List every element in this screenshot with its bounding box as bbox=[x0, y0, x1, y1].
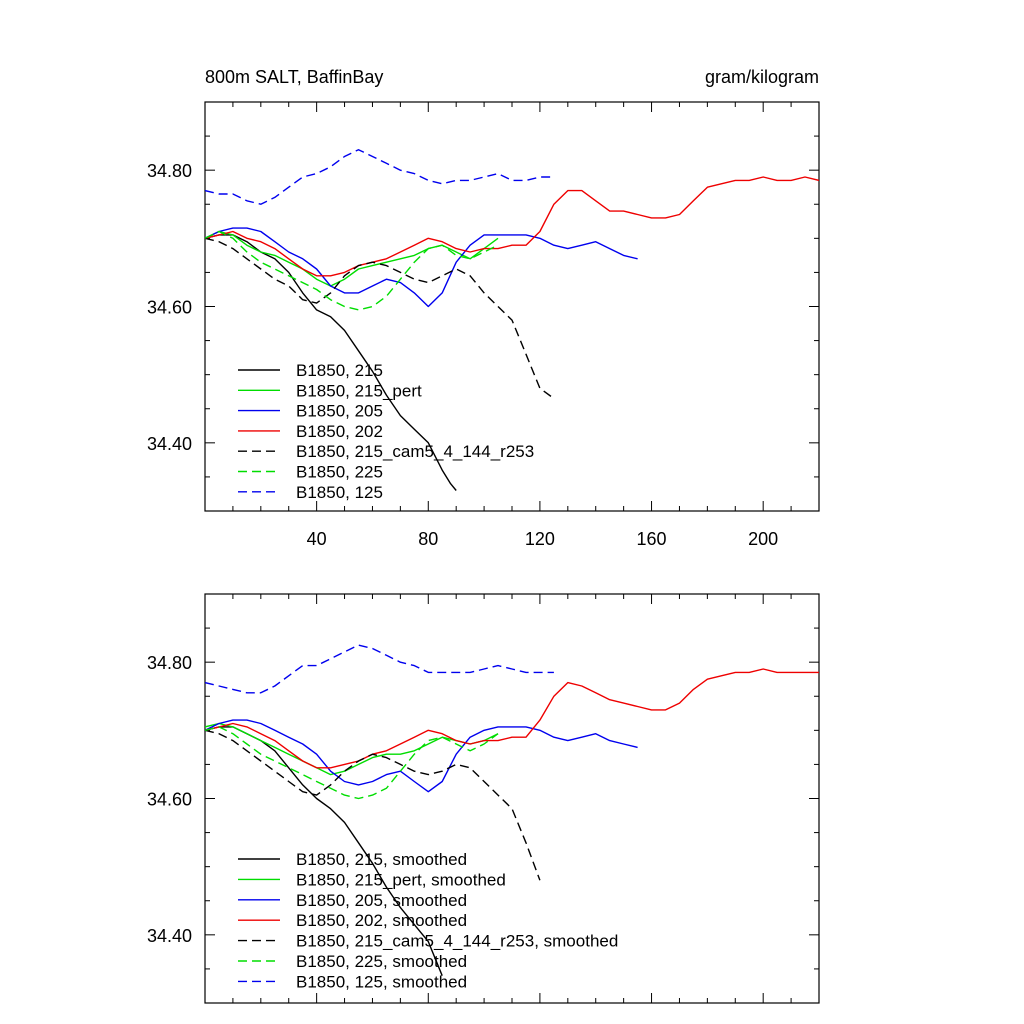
x-tick-label: 200 bbox=[748, 529, 778, 549]
series-line-0 bbox=[205, 234, 457, 491]
series-line-3 bbox=[205, 176, 819, 277]
y-tick-label: 34.80 bbox=[147, 653, 192, 673]
series-group bbox=[205, 644, 819, 976]
legend-label: B1850, 215_pert bbox=[296, 381, 422, 400]
y-tick-label: 34.40 bbox=[147, 434, 192, 454]
y-tick-label: 34.60 bbox=[147, 298, 192, 318]
series-group bbox=[205, 148, 819, 491]
x-tick-label: 80 bbox=[418, 529, 438, 549]
y-tick-label: 34.40 bbox=[147, 926, 192, 946]
legend-label: B1850, 225, smoothed bbox=[296, 952, 467, 971]
legend-label: B1850, 225 bbox=[296, 463, 383, 482]
legend-label: B1850, 202 bbox=[296, 422, 383, 441]
x-tick-label: 120 bbox=[525, 529, 555, 549]
legend-label: B1850, 215_pert, smoothed bbox=[296, 870, 506, 889]
x-tick-label: 160 bbox=[637, 529, 667, 549]
y-tick-label: 34.80 bbox=[147, 161, 192, 181]
legend-label: B1850, 205 bbox=[296, 402, 383, 421]
series-line-5 bbox=[205, 230, 499, 311]
y-tick-label: 34.60 bbox=[147, 790, 192, 810]
legend-label: B1850, 215 bbox=[296, 361, 383, 380]
series-line-1 bbox=[205, 722, 499, 776]
series-line-1 bbox=[205, 230, 499, 287]
series-line-6 bbox=[205, 148, 554, 205]
x-tick-label: 40 bbox=[307, 529, 327, 549]
series-line-6 bbox=[205, 644, 554, 694]
series-line-2 bbox=[205, 227, 638, 308]
series-line-4 bbox=[205, 729, 541, 881]
legend-label: B1850, 215_cam5_4_144_r253 bbox=[296, 442, 534, 461]
series-line-5 bbox=[205, 726, 499, 800]
series-line-2 bbox=[205, 719, 638, 793]
legend-label: B1850, 215, smoothed bbox=[296, 850, 467, 869]
legend-label: B1850, 125, smoothed bbox=[296, 972, 467, 991]
chart-title: 800m SALT, BaffinBay bbox=[205, 67, 383, 87]
series-line-3 bbox=[205, 668, 819, 769]
legend-label: B1850, 125 bbox=[296, 483, 383, 502]
legend-label: B1850, 202, smoothed bbox=[296, 911, 467, 930]
legend-label: B1850, 215_cam5_4_144_r253, smoothed bbox=[296, 932, 618, 951]
legend-label: B1850, 205, smoothed bbox=[296, 891, 467, 910]
chart-units: gram/kilogram bbox=[705, 67, 819, 87]
